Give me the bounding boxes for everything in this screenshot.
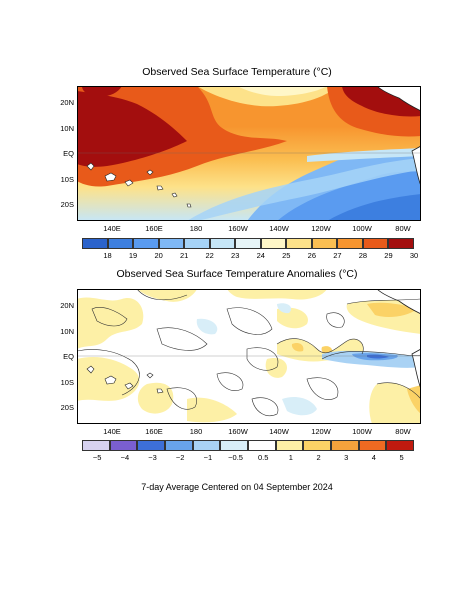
colorbar-swatch [386, 440, 414, 451]
colorbar-tick-label: 18 [103, 251, 112, 260]
colorbar-tick-label: −5 [92, 453, 102, 462]
colorbar-swatch [247, 440, 276, 451]
colorbar-tick-label: 28 [358, 251, 368, 260]
colorbar-tick-label: −0.5 [228, 453, 243, 462]
colorbar-tick-label: −3 [148, 453, 157, 462]
colorbar-tick-label: 24 [256, 251, 265, 260]
colorbar-tick-label: −1 [203, 453, 213, 462]
colorbar-swatch [362, 238, 389, 249]
colorbar-swatch [184, 238, 210, 249]
anomaly-lat-label: 20N [60, 301, 74, 310]
colorbar-swatch [337, 238, 363, 249]
colorbar-tick-label: 5 [399, 453, 404, 462]
colorbar-tick-label: −4 [120, 453, 130, 462]
anomaly-map-title: Observed Sea Surface Temperature Anomali… [116, 268, 358, 280]
anomaly-lat-label: 10S [60, 378, 74, 387]
colorbar-swatch [330, 440, 359, 451]
sst-map-title: Observed Sea Surface Temperature (°C) [142, 66, 332, 78]
colorbar-swatch [133, 238, 159, 249]
anomaly-lon-label: 100W [352, 427, 372, 436]
sst-lon-label: 120W [311, 224, 331, 233]
colorbar-tick-label: 1 [288, 453, 293, 462]
sst-lat-label: 20N [60, 98, 74, 107]
colorbar-tick-label: 21 [179, 251, 189, 260]
anomaly-lon-label: 140E [103, 427, 121, 436]
anomaly-lat-label: EQ [63, 352, 74, 361]
sst-lon-label: 160E [145, 224, 163, 233]
colorbar-swatch [311, 238, 338, 249]
sst-lon-label: 140W [269, 224, 289, 233]
anomaly-map [77, 289, 421, 424]
anomaly-lon-label: 160W [228, 427, 248, 436]
date-caption: 7-day Average Centered on 04 September 2… [141, 482, 333, 492]
anomaly-lon-label: 160E [145, 427, 163, 436]
anomaly-lon-label: 180 [189, 427, 203, 436]
colorbar-swatch [107, 238, 134, 249]
colorbar-tick-label: 19 [128, 251, 138, 260]
colorbar-swatch [358, 440, 387, 451]
colorbar-swatch [260, 238, 287, 249]
colorbar-swatch [220, 440, 248, 451]
colorbar-swatch [137, 440, 165, 451]
sst-lon-label: 80W [395, 224, 411, 233]
colorbar-swatch [235, 238, 261, 249]
anomaly-colorbar [82, 440, 414, 451]
colorbar-swatch [158, 238, 185, 249]
colorbar-swatch [388, 238, 414, 249]
colorbar-tick-label: 23 [231, 251, 240, 260]
colorbar-swatch [109, 440, 138, 451]
colorbar-tick-label: 0.5 [257, 453, 269, 462]
sst-colorbar [82, 238, 414, 249]
sst-lon-label: 100W [352, 224, 372, 233]
colorbar-tick-label: 22 [205, 251, 214, 260]
colorbar-swatch [303, 440, 331, 451]
colorbar-tick-label: −2 [175, 453, 185, 462]
anomaly-lon-label: 80W [395, 427, 411, 436]
colorbar-swatch [164, 440, 193, 451]
anomaly-lon-label: 120W [311, 427, 331, 436]
sst-lon-label: 160W [228, 224, 248, 233]
colorbar-swatch [192, 440, 221, 451]
sst-lat-label: 10N [60, 124, 74, 133]
colorbar-tick-label: 3 [344, 453, 349, 462]
sst-lat-label: EQ [63, 149, 74, 158]
colorbar-swatch [82, 238, 108, 249]
sst-lat-label: 20S [60, 200, 74, 209]
sst-lon-label: 140E [103, 224, 121, 233]
colorbar-swatch [275, 440, 304, 451]
colorbar-tick-label: 2 [316, 453, 321, 462]
colorbar-tick-label: 4 [371, 453, 376, 462]
sst-lon-label: 180 [189, 224, 203, 233]
anomaly-lon-label: 140W [269, 427, 289, 436]
colorbar-tick-label: 20 [154, 251, 163, 260]
anomaly-lat-label: 10N [60, 327, 74, 336]
sst-map [77, 86, 421, 221]
colorbar-tick-label: 26 [307, 251, 317, 260]
sst-lat-label: 10S [60, 175, 74, 184]
colorbar-tick-label: 30 [409, 251, 419, 260]
colorbar-swatch [82, 440, 110, 451]
colorbar-tick-label: 25 [282, 251, 291, 260]
colorbar-tick-label: 27 [333, 251, 342, 260]
anomaly-lat-label: 20S [60, 403, 74, 412]
colorbar-tick-label: 29 [384, 251, 393, 260]
colorbar-swatch [286, 238, 312, 249]
colorbar-swatch [209, 238, 236, 249]
